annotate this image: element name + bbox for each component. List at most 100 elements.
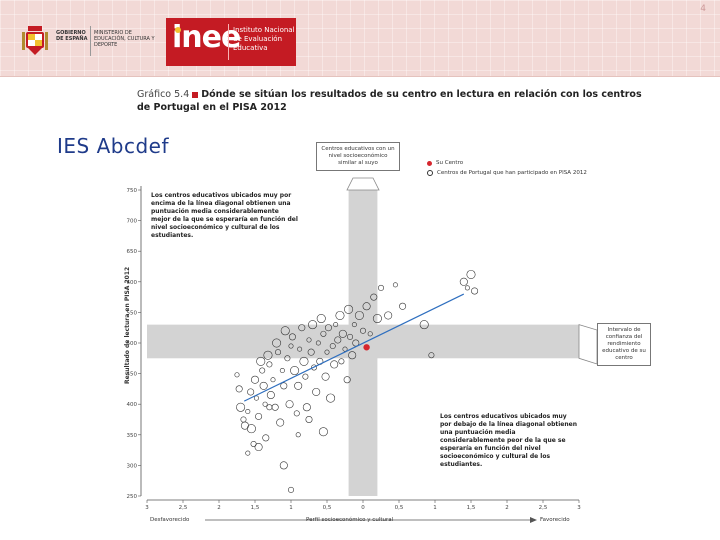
school-point — [293, 410, 300, 417]
y-tick-label: 400 — [127, 402, 138, 408]
school-point — [294, 381, 303, 390]
school-point — [271, 403, 279, 411]
school-point — [324, 324, 332, 332]
x-axis-title: Perfil socioeconómico y cultural — [306, 517, 394, 523]
government-label: GOBIERNO DE ESPAÑA — [56, 30, 88, 42]
school-name: IES Abcdef — [57, 134, 170, 158]
school-point — [266, 391, 275, 400]
school-point — [338, 358, 345, 365]
x-axis-right-label: Favorecido — [540, 517, 570, 523]
school-point — [262, 401, 268, 407]
figure-title-text: Dónde se sitúan los resultados de su cen… — [137, 89, 642, 113]
school-point — [370, 293, 378, 301]
x-tick-label: 2,5 — [539, 505, 548, 511]
school-point — [320, 330, 327, 337]
school-point — [288, 333, 296, 341]
legend-item-portugal: Centros de Portugal que han participado … — [427, 168, 587, 178]
logo-divider — [228, 24, 229, 60]
school-point — [351, 322, 357, 328]
legend-item-your-school: Su Centro — [427, 158, 587, 168]
school-point — [329, 343, 336, 350]
school-point — [247, 388, 255, 396]
y-tick-label: 700 — [127, 219, 138, 225]
school-point — [305, 415, 313, 423]
page-header: GOBIERNO DE ESPAÑA MINISTERIO DE EDUCACI… — [0, 0, 720, 77]
header-divider — [90, 26, 91, 56]
legend-label-portugal: Centros de Portugal que han participado … — [437, 170, 587, 176]
school-point — [377, 284, 384, 291]
school-point — [290, 366, 300, 376]
figure-number: Gráfico 5.4 — [137, 89, 190, 100]
y-tick-label: 600 — [127, 280, 138, 286]
figure-title: Gráfico 5.4 Dónde se sitúan los resultado… — [137, 88, 657, 114]
school-point — [311, 364, 318, 371]
x-axis-left-label: Desfavorecido — [150, 517, 190, 523]
x-tick-label: 2 — [217, 505, 221, 511]
school-point — [392, 282, 398, 288]
school-point — [315, 340, 321, 346]
header-pattern — [0, 0, 720, 76]
y-tick-label: 250 — [127, 494, 138, 500]
institute-name: Instituto Nacional de Evaluación Educati… — [233, 26, 295, 52]
school-point — [333, 322, 339, 328]
chart-legend: Su Centro Centros de Portugal que han pa… — [427, 158, 587, 178]
school-point — [266, 361, 273, 368]
school-point — [285, 400, 294, 409]
school-point — [324, 349, 330, 355]
school-point — [466, 269, 476, 279]
school-point — [399, 302, 407, 310]
school-point — [284, 355, 291, 362]
y-tick-label: 500 — [127, 341, 138, 347]
school-point — [308, 320, 318, 330]
school-point — [259, 367, 266, 374]
x-tick-label: 0,5 — [395, 505, 404, 511]
school-point — [335, 310, 345, 320]
school-point — [334, 336, 342, 344]
school-point — [234, 372, 240, 378]
school-point — [306, 337, 312, 343]
y-tick-label: 750 — [127, 188, 138, 194]
callout-similar-schools: Centros educativos con un nivel socioeco… — [316, 142, 400, 171]
school-point — [384, 311, 393, 320]
school-point — [330, 360, 339, 369]
x-tick-label: 1,5 — [467, 505, 476, 511]
open-circle-icon — [427, 170, 433, 176]
x-tick-label: 1 — [433, 505, 437, 511]
school-point — [359, 327, 366, 334]
school-point — [338, 329, 347, 338]
red-dot-icon — [427, 160, 432, 166]
school-point — [287, 486, 294, 493]
school-point — [250, 440, 257, 447]
x-tick-label: 0 — [361, 505, 365, 511]
x-tick-label: 2,5 — [179, 505, 188, 511]
school-point — [347, 333, 354, 340]
school-point — [235, 385, 243, 393]
school-point — [372, 314, 382, 324]
x-tick-label: 1,5 — [251, 505, 260, 511]
school-point — [240, 416, 247, 423]
school-point — [362, 302, 371, 311]
school-point — [344, 304, 354, 314]
school-point — [428, 352, 435, 359]
school-point — [253, 395, 259, 401]
x-tick-label: 0,5 — [323, 505, 332, 511]
x-tick-label: 2 — [505, 505, 509, 511]
school-point — [299, 356, 309, 366]
school-point — [254, 443, 263, 452]
school-point — [288, 343, 294, 349]
inee-logo-text: inee — [172, 20, 241, 55]
school-point — [419, 320, 429, 330]
x-axis-arrowhead — [530, 517, 537, 523]
school-point — [316, 314, 326, 324]
school-point — [263, 350, 273, 360]
x-tick-label: 1 — [289, 505, 293, 511]
school-point — [464, 285, 470, 291]
y-tick-label: 450 — [127, 372, 138, 378]
y-axis-label: Resultado de lectura en PISA 2012 — [124, 266, 131, 384]
title-square-icon — [192, 91, 199, 98]
y-tick-label: 650 — [127, 249, 138, 255]
school-point — [307, 348, 315, 356]
school-point — [459, 277, 468, 286]
school-point — [321, 372, 330, 381]
school-point — [348, 351, 357, 360]
